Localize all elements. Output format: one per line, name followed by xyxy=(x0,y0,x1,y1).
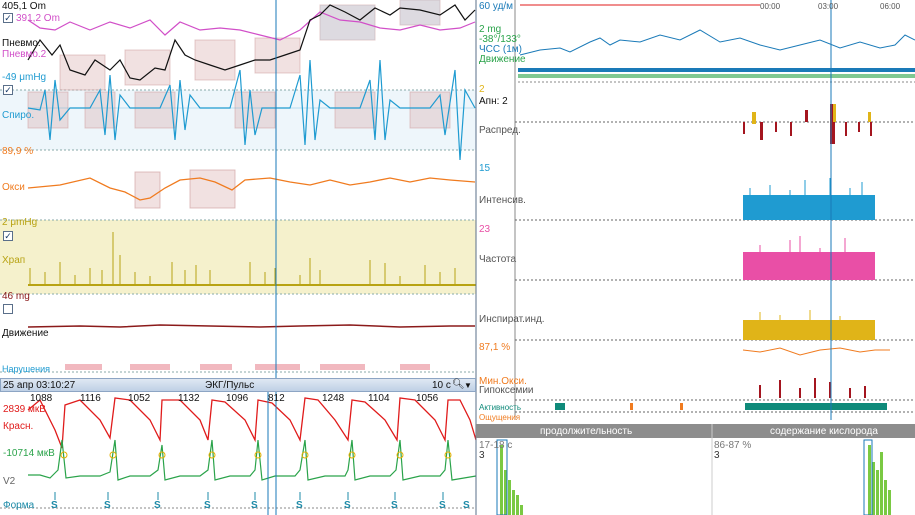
beat-mark: S xyxy=(463,500,470,511)
rr-interval: 1096 xyxy=(226,393,249,404)
ecg-red-value: 2839 мкВ xyxy=(3,404,46,415)
beat-mark: S xyxy=(154,500,161,511)
pneumo-checkbox[interactable]: ✓ xyxy=(3,13,13,23)
ecg-red-label: Красн. xyxy=(3,421,34,432)
snore-label: Храп xyxy=(2,255,26,266)
violations-label: Нарушения xyxy=(2,364,51,374)
intensity-value: 15 xyxy=(479,163,491,174)
ecg-green-label: V2 xyxy=(3,476,16,487)
rr-interval: 1132 xyxy=(178,393,200,404)
beat-mark: S xyxy=(251,500,258,511)
rr-interval: 1088 xyxy=(30,393,53,404)
time-tick: 06:00 xyxy=(880,2,901,11)
apnea-value: 2 xyxy=(479,84,485,95)
beat-mark: S xyxy=(104,500,111,511)
ecg-header-bar xyxy=(0,378,476,392)
beat-mark: S xyxy=(51,500,58,511)
ecg-scale-dropdown[interactable]: 10 с xyxy=(432,380,451,391)
hr-value: 60 уд/м xyxy=(479,1,514,12)
activity-label: Активность xyxy=(479,403,522,412)
snore-checkbox[interactable]: ✓ xyxy=(3,231,13,241)
ecg-form-label: Форма xyxy=(3,500,35,511)
snore-band xyxy=(0,220,476,294)
spiro-label: Спиро. xyxy=(2,110,35,121)
magnifier-icon[interactable]: 🔍︎ xyxy=(452,379,465,390)
motion-checkbox[interactable] xyxy=(3,304,13,314)
chevron-down-icon[interactable]: ▼ xyxy=(464,381,472,390)
frequency-label: Частота xyxy=(479,254,517,265)
ecg-green-value: -10714 мкВ xyxy=(3,448,55,459)
motion-label: Движение xyxy=(2,328,49,339)
rr-interval: 1248 xyxy=(322,393,345,404)
oxy-right-value: 87,1 % xyxy=(479,342,511,353)
oxy-value: 89,9 % xyxy=(2,146,34,157)
ecg-datetime: 25 апр 03:10:27 xyxy=(3,380,76,391)
pneumo-band xyxy=(0,0,476,90)
spiro-value: -49 μmHg xyxy=(2,72,47,83)
beat-mark: S xyxy=(344,500,351,511)
rr-interval: 1052 xyxy=(128,393,151,404)
position-value: 2 mg xyxy=(479,24,502,35)
time-tick: 03:00 xyxy=(818,2,839,11)
beat-mark: S xyxy=(439,500,446,511)
hypox-label-1: Мин.Окси. xyxy=(479,376,527,387)
distribution-label: Распред. xyxy=(479,125,521,136)
sensations-label: Ощущения xyxy=(479,413,521,422)
beat-mark: S xyxy=(204,500,211,511)
rr-interval: 812 xyxy=(268,393,285,404)
hist-right-range: 86-87 % xyxy=(714,440,752,451)
hist-oxygen-title[interactable]: содержание кислорода xyxy=(770,426,878,437)
hr-label: ЧСС (1м) xyxy=(479,44,522,55)
motion-band xyxy=(0,294,476,364)
inspiratory-label: Инспират.инд. xyxy=(479,314,545,325)
hist-left-range: 17-18 с xyxy=(479,440,513,451)
rr-interval: 1116 xyxy=(80,393,101,404)
hypox-label-2: Гипоксемии xyxy=(479,385,534,396)
apnea-label: Апн: 2 xyxy=(479,96,508,107)
hist-duration-title[interactable]: продолжительность xyxy=(540,426,633,437)
intensity-label: Интенсив. xyxy=(479,195,526,206)
pneumo-label: Пневмо. xyxy=(2,38,41,49)
time-tick: 00:00 xyxy=(760,2,781,11)
position-angle: -38°/133° xyxy=(479,34,521,45)
spiro-checkbox[interactable]: ✓ xyxy=(3,85,13,95)
oxy-label: Окси xyxy=(2,182,25,193)
motion-right-label: Движение xyxy=(479,54,526,65)
pneumo-top-value: 405,1 Om xyxy=(2,1,46,12)
ecg-title: ЭКГ/Пульс xyxy=(205,380,255,391)
pneumo2-label: Пневмо.2 xyxy=(2,49,47,60)
spiro-band xyxy=(0,90,476,150)
pneumo2-value: 391,2 Om xyxy=(16,13,60,24)
snore-value: 2 μmHg xyxy=(2,217,38,228)
rr-interval: 1104 xyxy=(368,393,390,404)
rr-interval: 1056 xyxy=(416,393,439,404)
beat-mark: S xyxy=(296,500,303,511)
frequency-value: 23 xyxy=(479,224,491,235)
beat-mark: S xyxy=(391,500,398,511)
motion-value: 46 mg xyxy=(2,291,30,302)
hist-left-count: 3 xyxy=(479,450,485,461)
hist-right-count: 3 xyxy=(714,450,720,461)
